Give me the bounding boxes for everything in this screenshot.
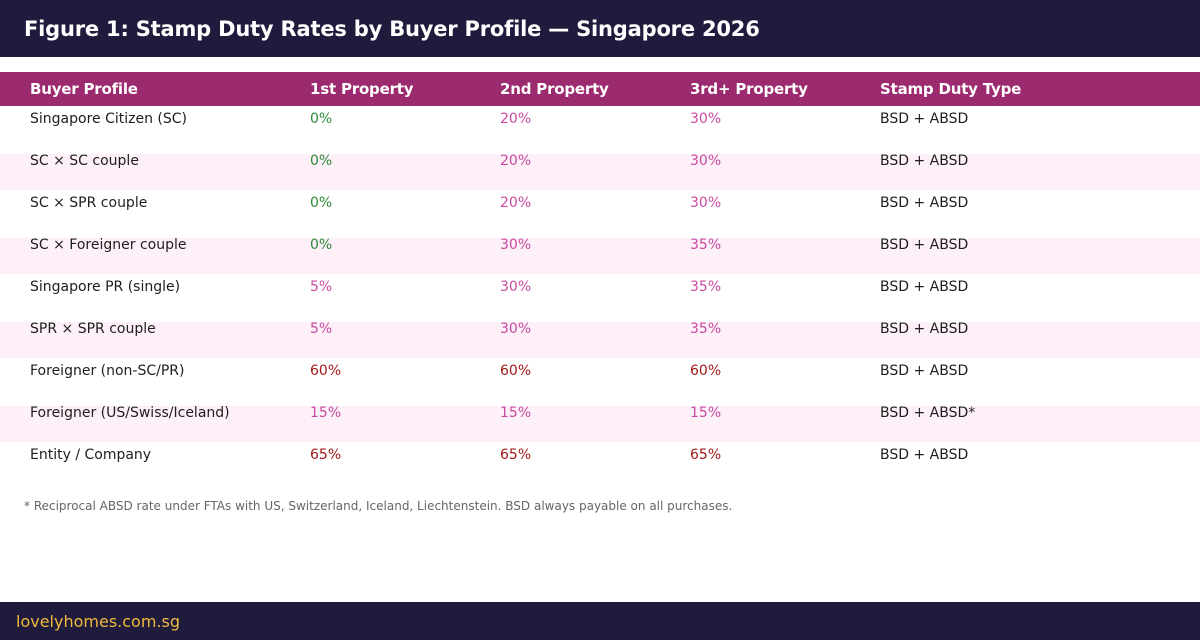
rate-cell: 65%: [500, 447, 532, 463]
rate-cell: 0%: [310, 232, 500, 274]
table-row: SC × SPR couple 0% 20% 30% BSD + ABSD: [0, 190, 1200, 232]
rate-cell: 30%: [690, 195, 722, 211]
figure-title: Figure 1: Stamp Duty Rates by Buyer Prof…: [24, 16, 760, 41]
rate-cell: 15%: [500, 400, 690, 442]
rate-cell: 0%: [310, 195, 333, 211]
duty-type-cell: BSD + ABSD: [880, 232, 1200, 274]
rate-cell: 35%: [690, 316, 880, 358]
table-row: SC × SC couple 0% 20% 30% BSD + ABSD: [0, 148, 1200, 190]
duty-type-cell: BSD + ABSD: [880, 316, 1200, 358]
rate-cell: 30%: [500, 279, 532, 295]
table-row: Singapore PR (single) 5% 30% 35% BSD + A…: [0, 274, 1200, 316]
rate-cell: 20%: [500, 195, 532, 211]
duty-type-cell: BSD + ABSD: [880, 363, 969, 379]
duty-type-cell: BSD + ABSD: [880, 111, 969, 127]
table-row: Foreigner (non-SC/PR) 60% 60% 60% BSD + …: [0, 358, 1200, 400]
table-row: Foreigner (US/Swiss/Iceland) 15% 15% 15%…: [0, 400, 1200, 442]
rate-cell: 30%: [500, 232, 690, 274]
table-row: SPR × SPR couple 5% 30% 35% BSD + ABSD: [0, 316, 1200, 358]
rate-cell: 65%: [690, 447, 722, 463]
duty-type-cell: BSD + ABSD: [880, 279, 969, 295]
buyer-profile-cell: SC × SPR couple: [30, 195, 148, 211]
table-row: SC × Foreigner couple 0% 30% 35% BSD + A…: [0, 232, 1200, 274]
header-bar: Figure 1: Stamp Duty Rates by Buyer Prof…: [0, 0, 1200, 57]
rate-cell: 60%: [500, 363, 532, 379]
table-row: Entity / Company 65% 65% 65% BSD + ABSD: [0, 442, 1200, 484]
column-header-1st-property: 1st Property: [310, 80, 414, 98]
buyer-profile-cell: SPR × SPR couple: [0, 316, 310, 358]
table-row: Singapore Citizen (SC) 0% 20% 30% BSD + …: [0, 106, 1200, 148]
rate-cell: 30%: [690, 148, 880, 190]
column-header-2nd-property: 2nd Property: [500, 80, 609, 98]
rate-cell: 35%: [690, 232, 880, 274]
brand-link[interactable]: lovelyhomes.com.sg: [16, 611, 180, 631]
rate-cell: 30%: [500, 316, 690, 358]
duty-type-cell: BSD + ABSD: [880, 148, 1200, 190]
buyer-profile-cell: Foreigner (non-SC/PR): [30, 363, 185, 379]
column-header-3rd-property: 3rd+ Property: [690, 80, 808, 98]
rate-cell: 0%: [310, 148, 500, 190]
buyer-profile-cell: Foreigner (US/Swiss/Iceland): [0, 400, 310, 442]
table-header-row: Buyer Profile 1st Property 2nd Property …: [0, 72, 1200, 106]
footer-bar: lovelyhomes.com.sg: [0, 602, 1200, 640]
rate-cell: 30%: [690, 111, 722, 127]
rate-cell: 35%: [690, 279, 722, 295]
rate-cell: 20%: [500, 111, 532, 127]
duty-type-cell: BSD + ABSD: [880, 195, 969, 211]
column-header-buyer-profile: Buyer Profile: [30, 80, 138, 98]
stamp-duty-table: Buyer Profile 1st Property 2nd Property …: [0, 72, 1200, 484]
buyer-profile-cell: Entity / Company: [30, 447, 152, 463]
rate-cell: 20%: [500, 148, 690, 190]
column-header-stamp-duty-type: Stamp Duty Type: [880, 80, 1022, 98]
rate-cell: 15%: [310, 400, 500, 442]
rate-cell: 65%: [310, 447, 342, 463]
footnote: * Reciprocal ABSD rate under FTAs with U…: [24, 499, 733, 513]
duty-type-cell: BSD + ABSD: [880, 447, 969, 463]
rate-cell: 0%: [310, 111, 333, 127]
buyer-profile-cell: SC × Foreigner couple: [0, 232, 310, 274]
buyer-profile-cell: Singapore Citizen (SC): [30, 111, 187, 127]
rate-cell: 60%: [690, 363, 722, 379]
rate-cell: 60%: [310, 363, 342, 379]
buyer-profile-cell: SC × SC couple: [0, 148, 310, 190]
rate-cell: 15%: [690, 400, 880, 442]
duty-type-cell: BSD + ABSD*: [880, 400, 1200, 442]
rate-cell: 5%: [310, 316, 500, 358]
buyer-profile-cell: Singapore PR (single): [30, 279, 181, 295]
rate-cell: 5%: [310, 279, 333, 295]
